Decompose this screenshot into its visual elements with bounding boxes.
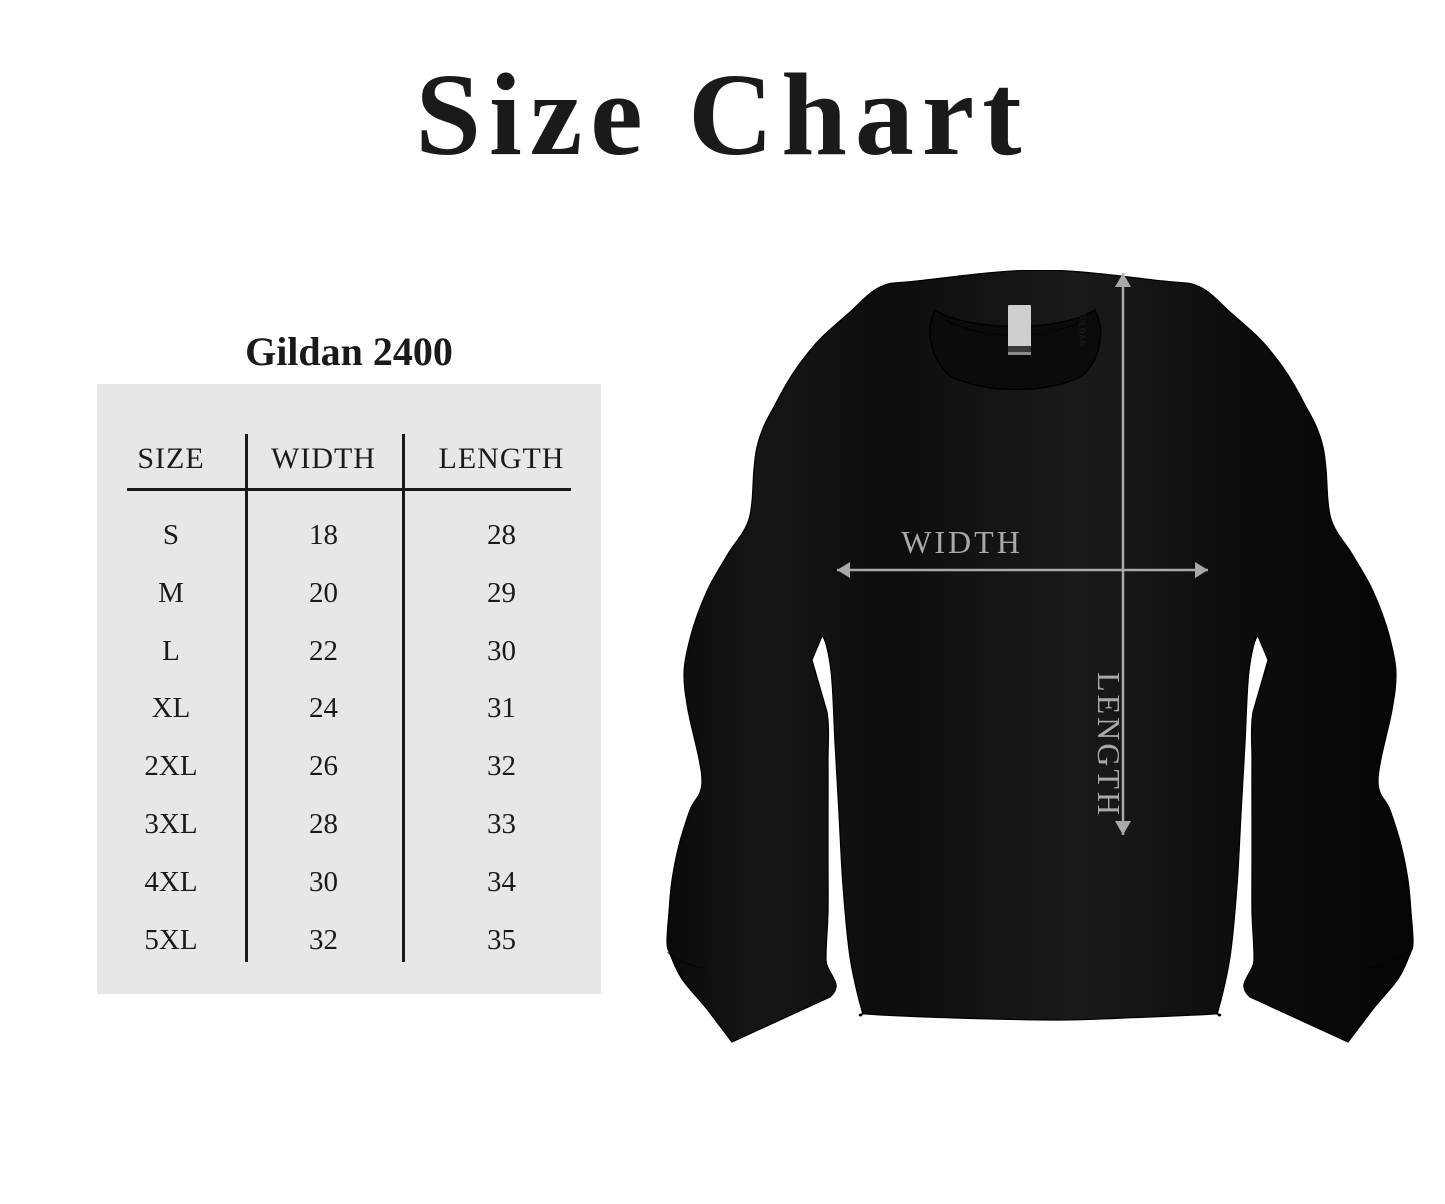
svg-text:WIDTH: WIDTH [901,524,1023,560]
svg-text:GILDAN: GILDAN [1078,313,1087,347]
svg-text:LENGTH: LENGTH [1091,672,1127,818]
